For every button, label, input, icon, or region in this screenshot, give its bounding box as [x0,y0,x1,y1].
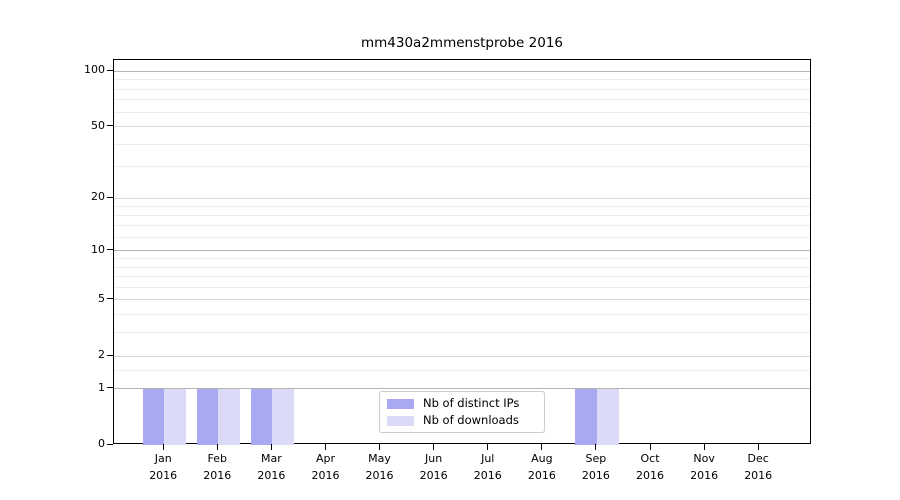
legend-swatch-distinct-ips [387,398,414,409]
y-tick-mark [107,69,113,71]
x-tick-mark [324,444,326,450]
minor-gridline [114,370,810,372]
y-tick-mark [107,387,113,389]
major-gridline [114,250,810,252]
minor-gridline [114,79,810,81]
minor-gridline [114,266,810,268]
minor-gridline [114,99,810,101]
bar-distinct-ips [575,388,597,445]
minor-gridline [114,314,810,316]
legend-item-distinct-ips: Nb of distinct IPs [387,397,537,410]
x-tick-label: Jan 2016 [149,452,178,482]
major-gridline [114,355,810,357]
y-tick-label: 5 [98,291,105,305]
major-gridline [114,197,810,199]
y-tick-label: 0 [98,437,105,450]
bar-downloads [272,388,294,445]
bar-distinct-ips [142,388,165,445]
y-tick-mark [107,298,113,300]
x-tick-mark [541,444,543,450]
x-tick-mark [379,444,381,450]
major-gridline [114,70,810,72]
x-tick-mark [433,444,435,450]
x-tick-mark [649,444,651,450]
minor-gridline [114,206,810,208]
x-tick-label: Nov 2016 [690,452,719,482]
x-tick-mark [703,444,705,450]
legend: Nb of distinct IPs Nb of downloads [379,391,545,433]
y-tick-mark [107,249,113,251]
x-tick-mark [595,444,597,450]
x-tick-label: Mar 2016 [257,452,286,482]
x-tick-label: Feb 2016 [203,452,232,482]
x-tick-label: May 2016 [365,452,394,482]
legend-label-distinct-ips: Nb of distinct IPs [423,396,520,410]
bar-distinct-ips [250,388,273,445]
minor-gridline [114,286,810,288]
minor-gridline [114,332,810,334]
minor-gridline [114,236,810,238]
x-tick-mark [162,444,164,450]
y-tick-label: 1 [98,380,105,394]
x-tick-label: Jul 2016 [473,452,502,482]
minor-gridline [114,276,810,278]
y-tick-mark [107,125,113,127]
y-tick-mark [107,196,113,198]
y-tick-label: 2 [98,348,105,362]
minor-gridline [114,215,810,217]
y-tick-label: 100 [84,63,105,77]
minor-gridline [114,143,810,145]
minor-gridline [114,225,810,227]
y-tick-mark [107,443,113,445]
legend-swatch-downloads [387,415,414,426]
legend-label-downloads: Nb of downloads [423,413,519,427]
y-tick-label: 10 [91,242,105,256]
bar-downloads [596,388,619,445]
chart-title: mm430a2mmenstprobe 2016 [360,35,564,51]
x-tick-label: Jun 2016 [419,452,448,482]
major-gridline [114,388,810,390]
x-tick-label: Oct 2016 [636,452,664,482]
x-tick-label: Apr 2016 [311,452,340,482]
y-tick-label: 50 [91,118,105,132]
legend-item-downloads: Nb of downloads [387,414,537,427]
plot-area [113,59,811,445]
x-tick-label: Dec 2016 [744,452,773,482]
x-tick-mark [216,444,218,450]
x-tick-mark [487,444,489,450]
x-tick-mark [270,444,272,450]
minor-gridline [114,111,810,113]
minor-gridline [114,258,810,259]
minor-gridline [114,88,810,90]
y-tick-mark [107,354,113,356]
major-gridline [114,299,810,301]
bar-distinct-ips [196,388,219,445]
x-tick-mark [757,444,759,450]
bar-downloads [218,388,240,445]
x-tick-label: Sep 2016 [581,452,610,482]
minor-gridline [114,166,810,168]
major-gridline [114,126,810,128]
x-tick-label: Aug 2016 [527,452,556,482]
y-tick-label: 20 [91,190,105,204]
bar-downloads [164,388,186,445]
